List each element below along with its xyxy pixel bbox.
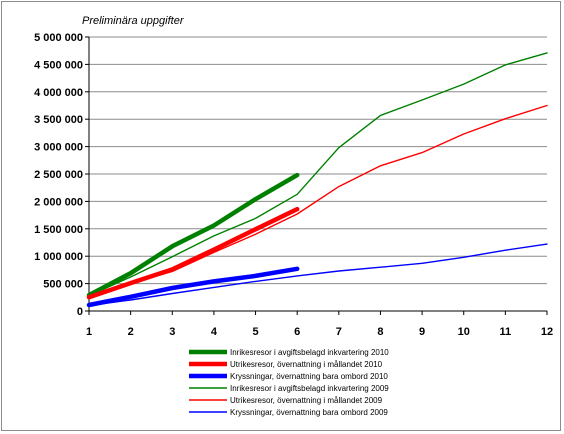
y-tick-label: 2 000 000 — [34, 196, 83, 208]
legend-label: Utrikesresor, övernattning i mållandet 2… — [230, 360, 383, 369]
axes — [88, 37, 547, 312]
x-tick-label: 7 — [336, 326, 342, 338]
chart-subtitle: Preliminära uppgifter — [82, 15, 185, 27]
y-tick-label: 4 000 000 — [34, 87, 83, 99]
x-tick-label: 9 — [419, 326, 425, 338]
x-tick-label: 5 — [252, 326, 258, 338]
y-tick-label: 4 500 000 — [34, 59, 83, 71]
y-tick-label: 3 000 000 — [34, 142, 83, 154]
x-tick-label: 10 — [458, 326, 470, 338]
x-tick-label: 11 — [500, 326, 512, 338]
x-tick-label: 6 — [294, 326, 300, 338]
legend-label: Inrikesresor i avgiftsbelagd inkvarterin… — [230, 384, 389, 393]
y-tick-label: 0 — [77, 306, 83, 318]
series-line-6 — [88, 243, 548, 307]
x-tick-label: 1 — [86, 326, 92, 338]
x-axis-ticks: 1 2 3 4 5 6 7 8 9 10 11 12 — [86, 311, 553, 338]
x-tick-label: 8 — [377, 326, 383, 338]
series-lines — [86, 52, 548, 308]
series-line-2 — [86, 206, 300, 300]
y-axis-ticks: 0 500 000 1 000 000 1 500 000 2 000 000 2 500… — [34, 32, 89, 318]
legend-label: Inrikesresor i avgiftsbelagd inkvarterin… — [230, 348, 389, 357]
y-tick-label: 1 500 000 — [34, 224, 83, 236]
legend-label: Utrikesresor, övernattning i mållandet 2… — [230, 396, 383, 405]
legend-label: Kryssningar, övernattning bara ombord 20… — [230, 372, 388, 381]
x-tick-label: 4 — [211, 326, 218, 338]
legend-label: Kryssningar, övernattning bara ombord 20… — [230, 408, 388, 417]
series-line-3 — [86, 266, 300, 308]
legend: Inrikesresor i avgiftsbelagd inkvarterin… — [189, 348, 389, 417]
y-tick-label: 1 000 000 — [34, 251, 83, 263]
x-tick-label: 12 — [541, 326, 553, 338]
y-tick-label: 3 500 000 — [34, 114, 83, 126]
y-tick-label: 2 500 000 — [34, 169, 83, 181]
grid-lines — [89, 36, 547, 285]
y-tick-label: 500 000 — [43, 279, 83, 291]
x-tick-label: 3 — [169, 326, 175, 338]
series-line-1 — [86, 172, 300, 298]
x-tick-label: 2 — [128, 326, 134, 338]
series-line-4 — [88, 52, 548, 297]
y-tick-label: 5 000 000 — [34, 32, 83, 44]
